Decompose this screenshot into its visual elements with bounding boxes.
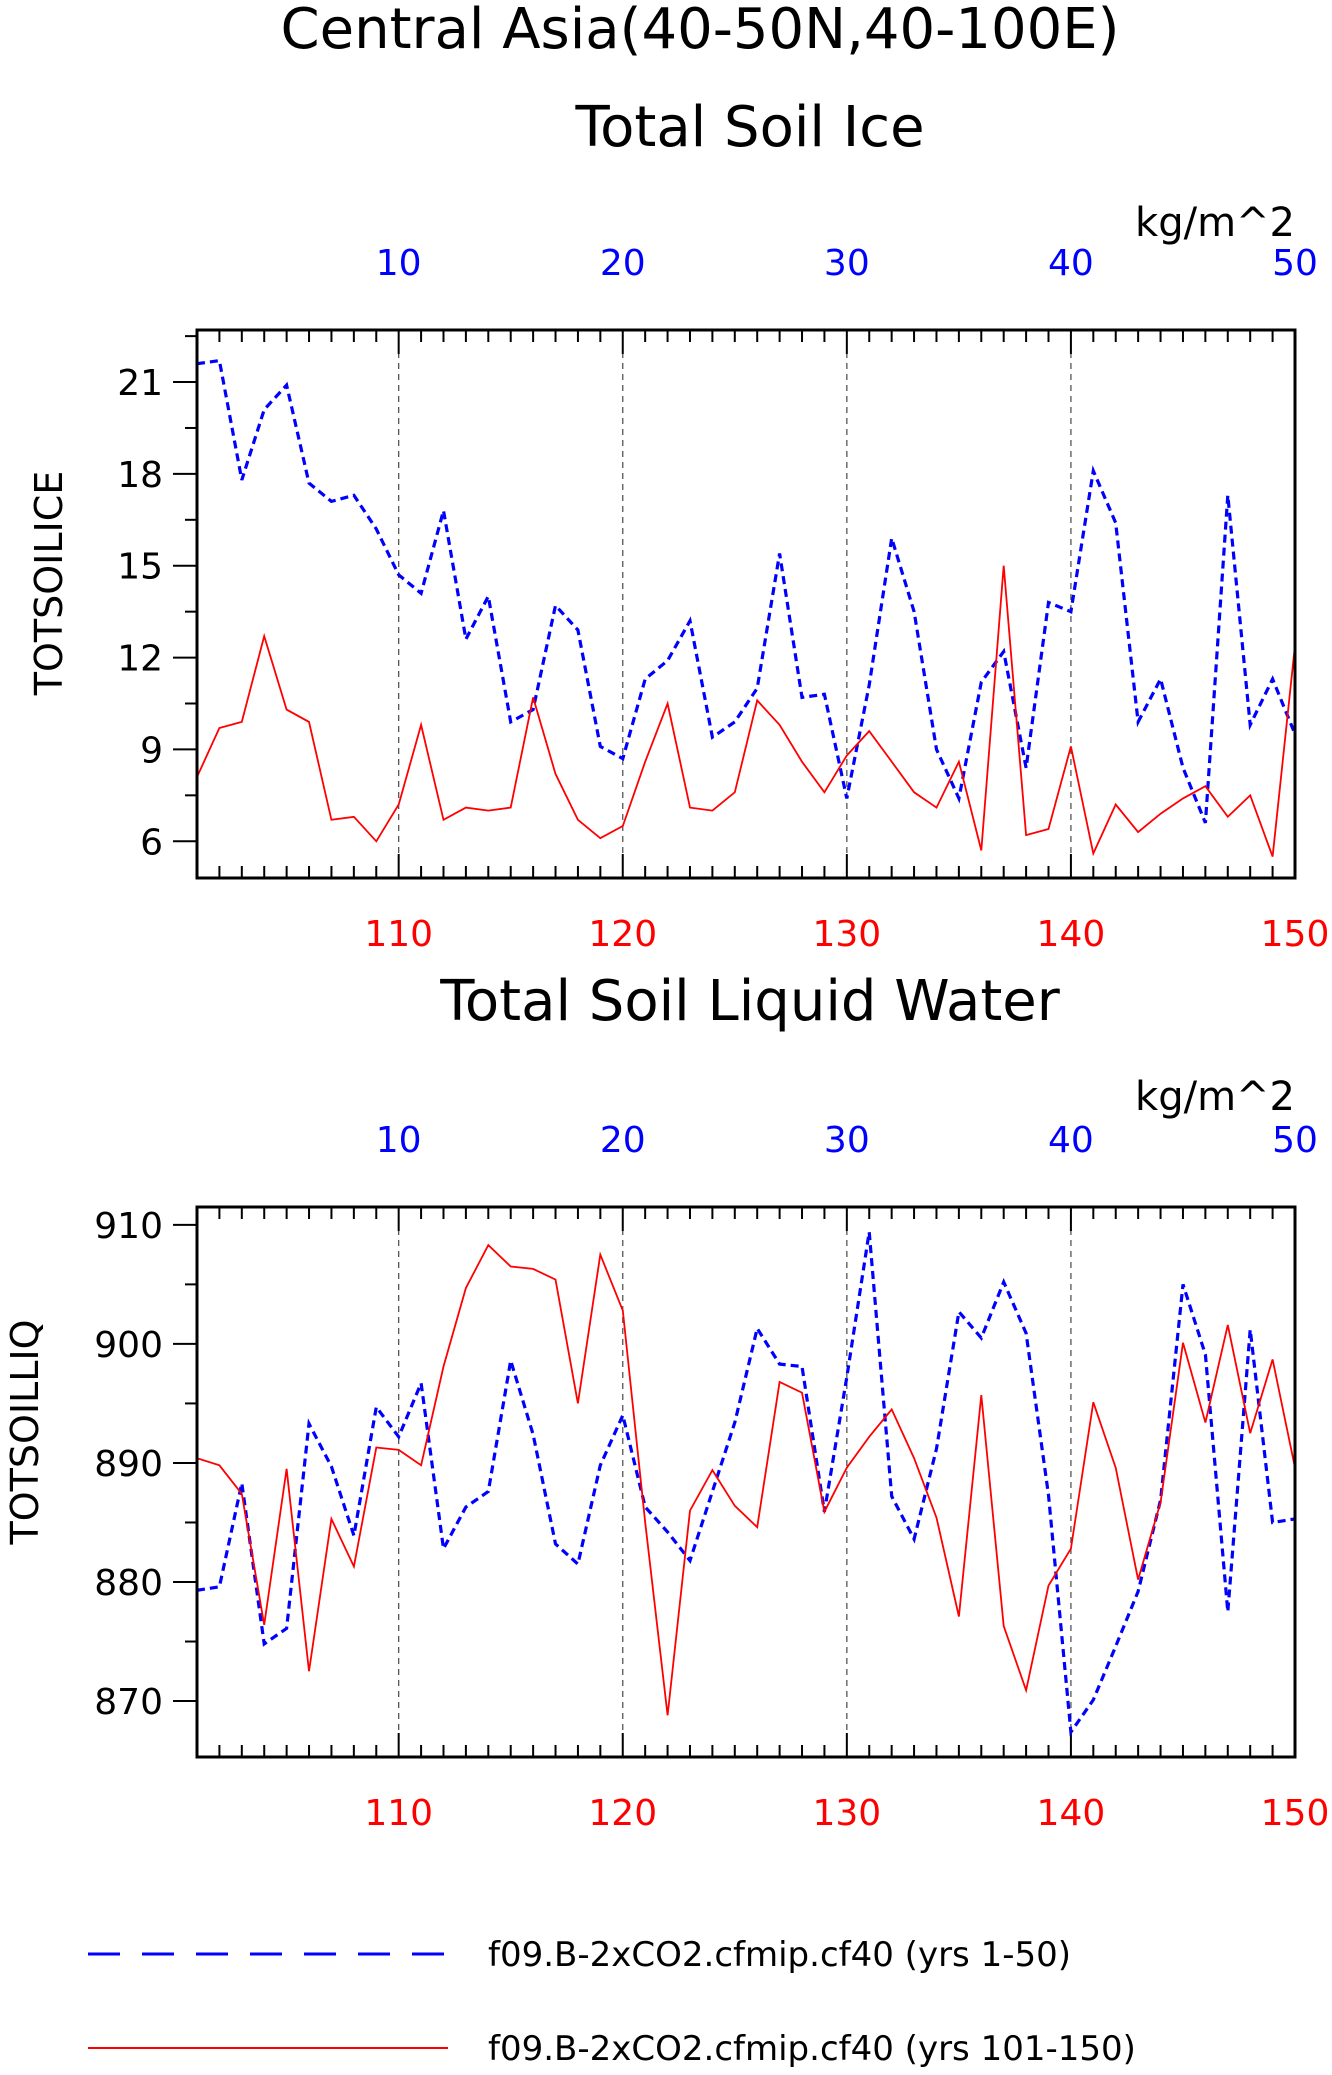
y-tick-label: 900 <box>94 1325 163 1366</box>
bottom-x-tick-label: 150 <box>1261 914 1330 955</box>
bottom-x-tick-label: 150 <box>1261 1793 1330 1834</box>
y-tick-label: 21 <box>117 363 163 404</box>
legend-label-blue: f09.B-2xCO2.cfmip.cf40 (yrs 1-50) <box>488 1935 1071 1975</box>
bottom-x-tick-label: 120 <box>588 1793 657 1834</box>
panel2-units: kg/m^2 <box>1135 1074 1295 1120</box>
bottom-x-tick-label: 140 <box>1037 1793 1106 1834</box>
plot-frame <box>195 328 1297 880</box>
top-x-tick-label: 30 <box>824 243 870 284</box>
panel1-ylabel: TOTSOILICE <box>27 471 71 697</box>
series-line-red <box>197 1243 1295 1716</box>
top-x-tick-label: 30 <box>824 1120 870 1161</box>
legend: f09.B-2xCO2.cfmip.cf40 (yrs 1-50) f09.B-… <box>88 1935 1136 2069</box>
panel-1: 6 9 12 15 18 21 10 20 30 40 50 110 120 130 140 150 <box>117 243 1329 955</box>
panel1-units: kg/m^2 <box>1135 200 1295 246</box>
bottom-x-tick-label: 110 <box>364 1793 433 1834</box>
top-x-tick-label: 20 <box>600 1120 646 1161</box>
plot-panels: 6 9 12 15 18 21 10 20 30 40 50 110 120 130 140 150 870 88… <box>94 243 1329 1834</box>
bottom-x-tick-label: 130 <box>812 914 881 955</box>
top-x-tick-label: 50 <box>1272 243 1318 284</box>
panel2-title: Total Soil Liquid Water <box>439 969 1061 1034</box>
bottom-x-tick-label: 140 <box>1037 914 1106 955</box>
y-tick-label: 9 <box>140 730 163 771</box>
top-x-tick-label: 10 <box>376 1120 422 1161</box>
legend-label-red: f09.B-2xCO2.cfmip.cf40 (yrs 101-150) <box>488 2029 1136 2069</box>
bottom-x-tick-label: 120 <box>588 914 657 955</box>
series-line-blue <box>197 1231 1295 1737</box>
y-tick-label: 6 <box>140 822 163 863</box>
series-line-red <box>197 565 1295 857</box>
y-tick-label: 890 <box>94 1444 163 1485</box>
y-tick-label: 910 <box>94 1206 163 1247</box>
y-tick-label: 12 <box>117 639 163 680</box>
top-x-tick-label: 50 <box>1272 1120 1318 1161</box>
chart-title: Central Asia(40-50N,40-100E) <box>281 0 1120 62</box>
top-x-tick-label: 40 <box>1048 243 1094 284</box>
bottom-x-tick-label: 130 <box>812 1793 881 1834</box>
y-tick-label: 18 <box>117 455 163 496</box>
y-tick-label: 15 <box>117 547 163 588</box>
top-x-tick-label: 40 <box>1048 1120 1094 1161</box>
plot-frame <box>195 1205 1297 1759</box>
y-tick-label: 870 <box>94 1682 163 1723</box>
series-line-blue <box>197 358 1295 824</box>
top-x-tick-label: 10 <box>376 243 422 284</box>
panel2-ylabel: TOTSOILLIQ <box>3 1319 47 1545</box>
y-tick-label: 880 <box>94 1563 163 1604</box>
bottom-x-tick-label: 110 <box>364 914 433 955</box>
panel1-title: Total Soil Ice <box>574 95 924 160</box>
panel-2: 870 880 890 900 910 10 20 30 40 50 110 120 130 140 150 <box>94 1120 1329 1834</box>
top-x-tick-label: 20 <box>600 243 646 284</box>
